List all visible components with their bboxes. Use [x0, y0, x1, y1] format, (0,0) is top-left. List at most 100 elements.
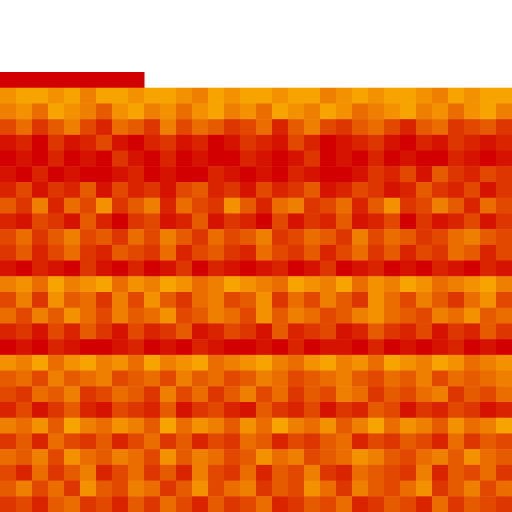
heatmap-cell [304, 449, 321, 465]
heatmap-cell [352, 386, 369, 402]
heatmap-cell [16, 323, 33, 339]
heatmap-cell [240, 88, 257, 104]
heatmap-cell [208, 103, 225, 119]
heatmap-cell [320, 119, 337, 135]
heatmap-cell [464, 465, 481, 481]
heatmap-cell [16, 182, 33, 198]
heatmap-cell [144, 355, 161, 371]
heatmap-cell [240, 119, 257, 135]
heatmap-cell [304, 151, 321, 167]
heatmap-cell [272, 151, 289, 167]
heatmap-cell [192, 339, 209, 355]
heatmap-cell [16, 261, 33, 277]
heatmap-cell [128, 198, 145, 214]
heatmap-cell [400, 418, 417, 434]
heatmap-cell [0, 198, 17, 214]
heatmap-cell [352, 449, 369, 465]
heatmap-cell [352, 292, 369, 308]
heatmap-cell [336, 371, 353, 387]
heatmap-cell [416, 339, 433, 355]
heatmap-cell [256, 245, 273, 261]
heatmap-cell [480, 229, 497, 245]
heatmap-cell [464, 355, 481, 371]
heatmap-cell [320, 339, 337, 355]
heatmap-cell [352, 355, 369, 371]
heatmap-cell [144, 166, 161, 182]
heatmap-cell [368, 323, 385, 339]
heatmap-cell [256, 166, 273, 182]
heatmap-cell [400, 481, 417, 497]
heatmap-cell [480, 88, 497, 104]
heatmap-cell [64, 103, 81, 119]
heatmap-cell [0, 88, 17, 104]
heatmap-cell [160, 166, 177, 182]
heatmap-cell [112, 465, 129, 481]
heatmap-cell [384, 198, 401, 214]
heatmap-cell [400, 339, 417, 355]
heatmap-cell [32, 261, 49, 277]
heatmap-cell [112, 402, 129, 418]
heatmap-cell [384, 135, 401, 151]
heatmap-cell [368, 308, 385, 324]
heatmap-cell [240, 103, 257, 119]
heatmap-cell [0, 166, 17, 182]
heatmap-cell [32, 135, 49, 151]
heatmap-cell [464, 229, 481, 245]
heatmap-cell [0, 151, 17, 167]
heatmap-cell [96, 229, 113, 245]
heatmap-cell [160, 355, 177, 371]
heatmap-cell [96, 135, 113, 151]
heatmap-cell [96, 261, 113, 277]
heatmap-cell [416, 292, 433, 308]
heatmap-cell [288, 323, 305, 339]
heatmap-cell [432, 371, 449, 387]
heatmap-cell [304, 103, 321, 119]
heatmap-cell [480, 213, 497, 229]
heatmap-cell [432, 261, 449, 277]
heatmap-cell [288, 103, 305, 119]
heatmap-cell [96, 481, 113, 497]
heatmap-cell [128, 135, 145, 151]
heatmap-cell [368, 292, 385, 308]
heatmap-cell [320, 418, 337, 434]
heatmap-cell [160, 323, 177, 339]
heatmap-cell [48, 481, 65, 497]
heatmap-cell [48, 323, 65, 339]
heatmap-cell [48, 229, 65, 245]
heatmap-cell [16, 371, 33, 387]
heatmap-cell [48, 182, 65, 198]
heatmap-cell [48, 449, 65, 465]
heatmap-cell [176, 402, 193, 418]
heatmap-cell [48, 88, 65, 104]
heatmap-cell [416, 88, 433, 104]
heatmap-cell [96, 386, 113, 402]
heatmap-cell [208, 198, 225, 214]
heatmap-cell [352, 402, 369, 418]
heatmap-cell [192, 119, 209, 135]
heatmap-cell [48, 72, 65, 88]
heatmap-cell [16, 496, 33, 512]
heatmap-cell [176, 449, 193, 465]
heatmap-cell [64, 276, 81, 292]
heatmap-cell [400, 276, 417, 292]
heatmap-cell [496, 371, 512, 387]
heatmap-cell [496, 276, 512, 292]
heatmap-cell [176, 418, 193, 434]
heatmap-cell [416, 418, 433, 434]
heatmap-cell [352, 103, 369, 119]
heatmap-cell [208, 433, 225, 449]
heatmap-cell [0, 386, 17, 402]
heatmap-cell [272, 229, 289, 245]
heatmap-cell [176, 433, 193, 449]
heatmap-cell [224, 166, 241, 182]
heatmap-cell [272, 198, 289, 214]
heatmap-cell [176, 103, 193, 119]
heatmap-cell [496, 496, 512, 512]
chart [0, 0, 512, 512]
heatmap-cell [48, 213, 65, 229]
heatmap-cell [400, 151, 417, 167]
heatmap-cell [400, 402, 417, 418]
heatmap-cell [80, 198, 97, 214]
heatmap-cell [320, 481, 337, 497]
heatmap-cell [32, 481, 49, 497]
